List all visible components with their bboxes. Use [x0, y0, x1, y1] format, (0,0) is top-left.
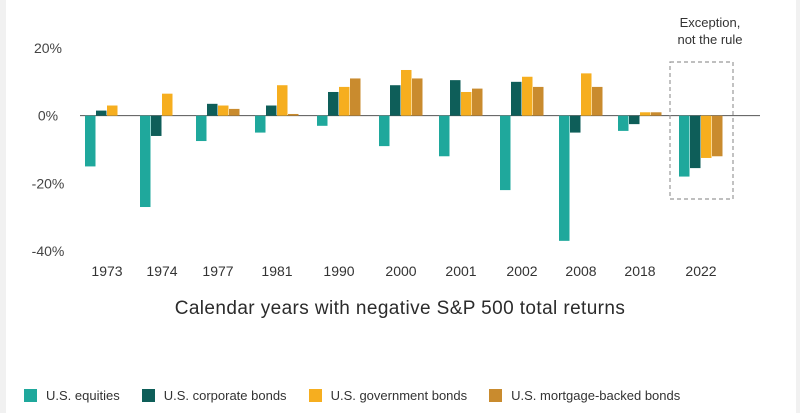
- bar-1973-series-0: [85, 115, 96, 167]
- bar-2002-series-1: [511, 81, 522, 116]
- bar-2002-series-2: [522, 76, 533, 116]
- bar-2001-series-2: [461, 91, 472, 116]
- annotation-line-1: Exception,: [679, 15, 741, 30]
- bar-1990-series-0: [317, 115, 328, 126]
- bar-1981-series-3: [288, 113, 299, 116]
- x-tick-label: 1977: [202, 263, 233, 279]
- bar-1981-series-0: [255, 115, 266, 133]
- legend-label-mortgage-backed-bonds: U.S. mortgage-backed bonds: [511, 388, 681, 403]
- bar-2008-series-3: [592, 86, 603, 116]
- y-axis-labels: 20% 0% -20% -40%: [32, 40, 65, 259]
- x-axis-labels: 1973 1974 1977 1981 1990 2000 2001 2002 2008 2018…: [91, 263, 716, 279]
- bar-2022-series-1: [690, 115, 701, 169]
- x-tick-label: 1990: [323, 263, 354, 279]
- bar-2022-series-3: [712, 115, 723, 157]
- bar-1990-series-2: [339, 86, 350, 116]
- x-tick-label: 1973: [91, 263, 122, 279]
- legend-item-mortgage-backed-bonds: U.S. mortgage-backed bonds: [489, 388, 680, 403]
- bar-2002-series-3: [533, 86, 544, 116]
- bar-2001-series-0: [439, 115, 450, 157]
- legend-swatch-mortgage-backed-bonds: [489, 389, 503, 402]
- x-axis-title: Calendar years with negative S&P 500 tot…: [174, 298, 626, 319]
- exception-annotation: Exception, not the rule: [660, 14, 760, 48]
- legend-item-corporate-bonds: U.S. corporate bonds: [141, 388, 287, 403]
- bar-2002-series-0: [500, 115, 511, 191]
- bar-1974-series-0: [140, 115, 151, 208]
- x-tick-label: 1981: [261, 263, 292, 279]
- bar-2008-series-2: [581, 73, 592, 116]
- bar-1981-series-1: [266, 105, 277, 116]
- exception-highlight-box: [669, 61, 734, 200]
- bar-2008-series-1: [570, 115, 581, 133]
- bar-1974-series-2: [162, 93, 173, 116]
- bar-2000-series-3: [412, 78, 423, 116]
- bar-1973-series-1: [96, 110, 107, 116]
- y-tick-label: -40%: [32, 243, 65, 259]
- bar-1977-series-2: [218, 105, 229, 116]
- bar-1981-series-2: [277, 85, 288, 116]
- x-tick-label: 1974: [146, 263, 177, 279]
- bar-1977-series-3: [229, 108, 240, 116]
- x-tick-label: 2002: [506, 263, 537, 279]
- legend-label-government-bonds: U.S. government bonds: [330, 388, 468, 403]
- bar-2018-series-0: [618, 115, 629, 131]
- bar-1977-series-1: [207, 103, 218, 116]
- bar-2018-series-2: [640, 112, 651, 116]
- x-tick-label: 2018: [624, 263, 655, 279]
- bar-2018-series-1: [629, 115, 640, 125]
- bar-2008-series-0: [559, 115, 570, 241]
- right-edge-strip: [796, 0, 800, 413]
- bar-1990-series-1: [328, 91, 339, 116]
- y-tick-label: 20%: [34, 40, 62, 56]
- legend-item-equities: U.S. equities: [24, 388, 120, 403]
- bar-2001-series-1: [450, 80, 461, 116]
- x-tick-label: 2008: [565, 263, 596, 279]
- legend-label-corporate-bonds: U.S. corporate bonds: [163, 388, 287, 403]
- bar-2022-series-0: [679, 115, 690, 177]
- legend-swatch-equities: [24, 389, 37, 402]
- legend-swatch-government-bonds: [308, 389, 322, 402]
- x-tick-label: 2022: [685, 263, 716, 279]
- bar-2000-series-1: [390, 85, 401, 116]
- bar-1990-series-3: [350, 78, 361, 116]
- legend: U.S. equities U.S. corporate bonds U.S. …: [24, 388, 702, 403]
- bar-2000-series-0: [379, 115, 390, 147]
- bar-1974-series-1: [151, 115, 162, 136]
- y-tick-label: -20%: [32, 175, 65, 191]
- bar-1977-series-0: [196, 115, 207, 142]
- y-tick-label: 0%: [38, 108, 58, 124]
- bar-1973-series-2: [107, 105, 118, 116]
- annotation-line-2: not the rule: [677, 32, 743, 47]
- bar-2001-series-3: [472, 88, 483, 116]
- bar-2000-series-2: [401, 69, 412, 116]
- bars-group: [85, 69, 723, 241]
- legend-label-equities: U.S. equities: [46, 388, 120, 403]
- legend-item-government-bonds: U.S. government bonds: [308, 388, 468, 403]
- bar-2022-series-2: [701, 115, 712, 158]
- bar-2018-series-3: [651, 112, 662, 116]
- x-tick-label: 2001: [445, 263, 476, 279]
- legend-swatch-corporate-bonds: [141, 389, 155, 402]
- left-edge-strip: [0, 0, 6, 413]
- x-tick-label: 2000: [385, 263, 416, 279]
